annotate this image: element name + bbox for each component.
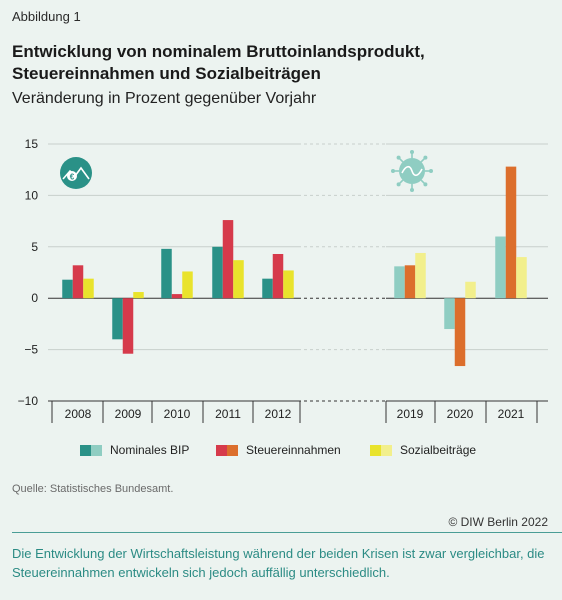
copyright: © DIW Berlin 2022 [448,515,548,529]
legend-swatch-crisis1 [80,444,91,456]
x-tick-label: 2008 [65,407,92,421]
bar-steuereinnahmen-2019 [404,265,416,299]
bar-nominales-bip-2011 [212,246,223,299]
legend-label: Steuereinnahmen [246,443,341,457]
bar-nominales-bip-2012 [262,278,273,299]
bars [62,166,527,367]
bar-nominales-bip-2021 [495,236,506,299]
legend-swatch-crisis1 [370,444,381,456]
x-tick-label: 2009 [115,407,142,421]
caption: Die Entwicklung der Wirtschaftsleistung … [12,546,545,580]
bar-sozialbeitraege-2010 [182,271,193,299]
y-axis-ticks: 15 10 5 0 −5 −10 [18,137,39,408]
legend-item-steuereinnahmen: Steuereinnahmen [216,442,341,458]
x-tick-label: 2020 [447,407,474,421]
y-tick-label: 10 [25,188,39,202]
bar-sozialbeitraege-2021 [516,257,527,299]
divider [12,532,562,533]
bar-chart: 15 10 5 0 −5 −10 2008 2009 2010 2011 201… [18,137,548,423]
y-tick-label: 0 [31,291,38,305]
x-tick-label: 2011 [215,407,241,421]
bar-steuereinnahmen-2009 [122,298,134,354]
x-tick-label: 2012 [265,407,292,421]
bar-sozialbeitraege-2009 [133,292,144,299]
chart-subtitle: Veränderung in Prozent gegenüber Vorjahr [12,90,317,107]
bar-steuereinnahmen-2020 [454,298,466,367]
y-tick-label: 5 [31,240,38,254]
legend-swatch-crisis2 [381,444,392,456]
bar-steuereinnahmen-2008 [72,265,84,299]
y-tick-label: −10 [18,394,39,408]
gridlines [48,143,548,402]
bar-steuereinnahmen-2011 [222,220,234,299]
bar-nominales-bip-2019 [394,266,405,299]
svg-text:€: € [70,173,75,182]
bar-steuereinnahmen-2010 [171,294,183,299]
legend-label: Sozialbeiträge [400,443,477,457]
chart-title: Entwicklung von nominalem Bruttoinlandsp… [12,42,425,83]
x-axis: 2008 2009 2010 2011 2012 2019 2020 2021 [48,400,548,423]
coronavirus-icon [391,150,433,192]
figure-label: Abbildung 1 [12,9,81,24]
bar-steuereinnahmen-2012 [272,253,284,299]
y-tick-label: −5 [24,343,38,357]
bar-nominales-bip-2009 [112,298,123,340]
legend-swatch-crisis2 [91,444,102,456]
legend-item-nominales-bip: Nominales BIP [80,442,189,458]
bar-sozialbeitraege-2012 [283,270,294,299]
legend-label: Nominales BIP [110,443,190,457]
legend-item-sozialbeitraege: Sozialbeiträge [370,442,476,458]
bar-sozialbeitraege-2011 [233,260,244,299]
y-tick-label: 15 [25,137,39,151]
bar-nominales-bip-2020 [444,298,455,330]
x-tick-label: 2010 [164,407,191,421]
bar-sozialbeitraege-2020 [465,281,476,299]
bar-sozialbeitraege-2019 [415,252,426,299]
source-note: Quelle: Statistisches Bundesamt. [12,483,174,495]
legend-swatch-crisis2 [227,444,238,456]
legend-swatch-crisis1 [216,444,227,456]
bar-nominales-bip-2010 [161,248,172,299]
x-tick-label: 2019 [397,407,424,421]
bar-steuereinnahmen-2021 [505,166,517,299]
x-tick-label: 2021 [498,407,525,421]
bar-sozialbeitraege-2008 [83,278,94,299]
bar-nominales-bip-2008 [62,279,73,299]
euro-mountain-icon: € [60,157,92,189]
